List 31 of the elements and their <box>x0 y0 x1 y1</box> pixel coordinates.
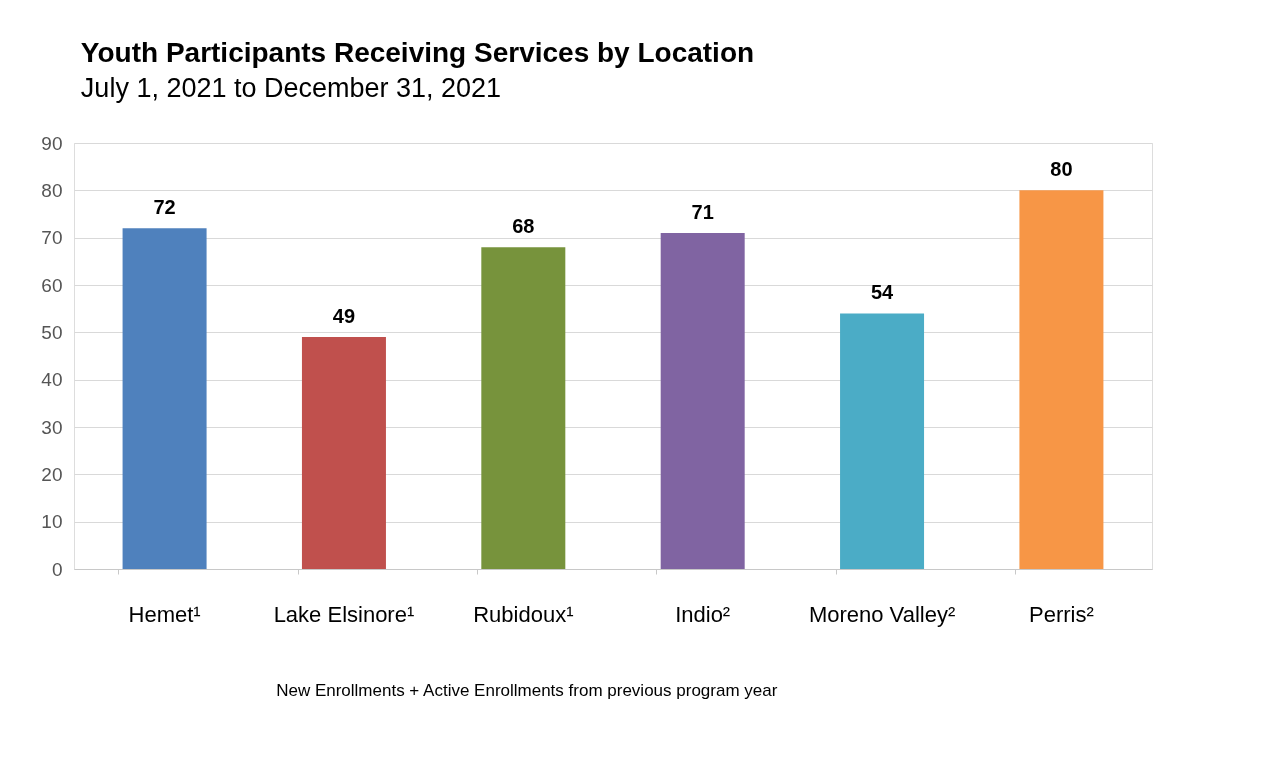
y-tick-label: 90 <box>41 132 63 154</box>
y-tick-label: 30 <box>41 416 63 438</box>
data-label: 72 <box>153 196 176 219</box>
bar <box>660 232 745 569</box>
data-label: 80 <box>1050 158 1073 181</box>
y-tick-label: 10 <box>41 511 63 533</box>
x-tick-label: Rubidoux¹ <box>473 601 574 627</box>
data-label: 49 <box>332 305 356 328</box>
y-tick-label: 20 <box>41 463 63 485</box>
bar <box>481 247 566 569</box>
text: New Enrollments + Active Enrollments from previous program year <box>276 681 778 700</box>
y-tick-label: 0 <box>51 558 63 580</box>
bar <box>301 337 386 569</box>
x-tick-label: Perris² <box>1029 601 1094 627</box>
data-label: 68 <box>512 215 535 238</box>
y-tick-label: 60 <box>41 274 63 296</box>
bar <box>1019 190 1104 569</box>
chart-title: Youth Participants Receiving Services by Location <box>80 37 755 68</box>
x-tick-label: Indio² <box>675 601 731 627</box>
x-tick-label: Moreno Valley² <box>808 601 956 627</box>
chart-subtitle: July 1, 2021 to December 31, 2021 <box>80 73 502 103</box>
bar <box>840 313 925 569</box>
bar <box>122 228 207 569</box>
x-tick-label: Hemet¹ <box>128 601 201 627</box>
data-label: 71 <box>691 200 714 223</box>
y-tick-label: 70 <box>41 227 63 249</box>
data-label: 54 <box>870 281 895 304</box>
y-tick-label: 80 <box>41 179 63 201</box>
y-tick-label: 50 <box>41 321 63 343</box>
x-tick-label: Lake Elsinore¹ <box>273 601 415 627</box>
y-tick-label: 40 <box>41 369 63 391</box>
